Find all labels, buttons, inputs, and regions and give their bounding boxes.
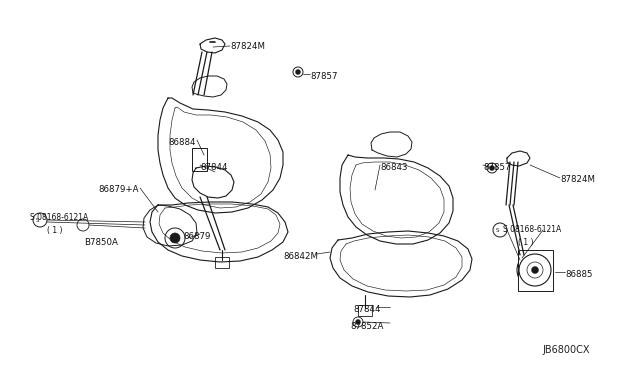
Text: 86884: 86884 bbox=[168, 138, 195, 147]
Text: 86843: 86843 bbox=[380, 163, 408, 172]
FancyBboxPatch shape bbox=[214, 257, 228, 267]
Circle shape bbox=[170, 233, 180, 243]
Text: 87857: 87857 bbox=[310, 72, 337, 81]
Circle shape bbox=[490, 166, 495, 170]
Circle shape bbox=[296, 70, 301, 74]
Text: ( 1 ): ( 1 ) bbox=[47, 226, 63, 235]
Text: S 08168-6121A: S 08168-6121A bbox=[30, 213, 88, 222]
FancyBboxPatch shape bbox=[358, 305, 371, 315]
Text: 86885: 86885 bbox=[565, 270, 593, 279]
Text: 87824M: 87824M bbox=[230, 42, 265, 51]
FancyBboxPatch shape bbox=[191, 148, 207, 170]
Text: 87824M: 87824M bbox=[560, 175, 595, 184]
FancyBboxPatch shape bbox=[518, 250, 552, 291]
Text: S: S bbox=[35, 218, 39, 222]
Text: 86879: 86879 bbox=[183, 232, 211, 241]
Text: 86879+A: 86879+A bbox=[98, 185, 138, 194]
Circle shape bbox=[355, 320, 360, 324]
Text: JB6800CX: JB6800CX bbox=[543, 345, 590, 355]
Text: 87857: 87857 bbox=[483, 163, 511, 172]
Text: 87852A: 87852A bbox=[350, 322, 383, 331]
Text: S: S bbox=[495, 228, 499, 232]
Circle shape bbox=[531, 266, 539, 274]
Text: B7850A: B7850A bbox=[84, 238, 118, 247]
Circle shape bbox=[531, 266, 538, 273]
Text: 86842M: 86842M bbox=[283, 252, 318, 261]
Text: 87844: 87844 bbox=[200, 163, 227, 172]
Text: 87844: 87844 bbox=[353, 305, 381, 314]
Text: ( 1 ): ( 1 ) bbox=[518, 238, 534, 247]
Text: S 08168-6121A: S 08168-6121A bbox=[503, 225, 561, 234]
